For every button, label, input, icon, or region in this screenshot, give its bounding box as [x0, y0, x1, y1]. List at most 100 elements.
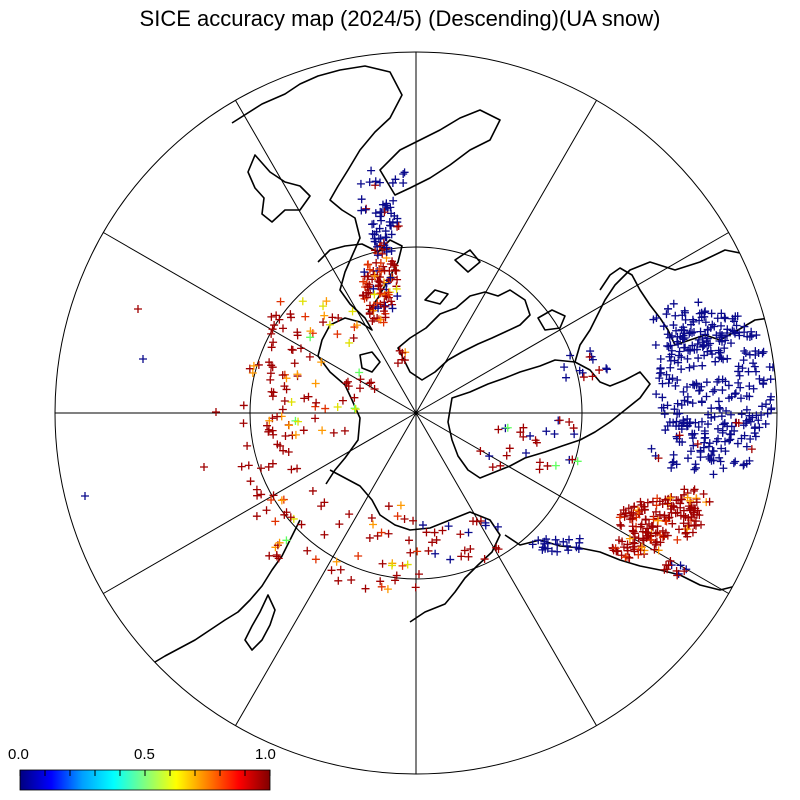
marker: [691, 460, 700, 469]
marker: [665, 333, 674, 342]
marker: [750, 362, 759, 371]
marker: [689, 362, 698, 371]
marker: [697, 382, 706, 391]
marker: [667, 508, 676, 517]
marker: [666, 556, 675, 565]
marker: [767, 404, 776, 413]
marker: [503, 423, 512, 432]
marker: [630, 539, 639, 548]
marker: [351, 405, 360, 414]
marker: [265, 358, 274, 367]
marker: [344, 382, 353, 391]
marker: [354, 552, 363, 561]
marker: [664, 561, 673, 570]
marker: [275, 315, 284, 324]
marker: [675, 409, 684, 418]
marker: [700, 434, 709, 443]
marker: [535, 458, 544, 467]
marker: [472, 517, 481, 526]
marker: [361, 584, 370, 593]
marker: [669, 450, 678, 459]
marker: [565, 417, 574, 426]
marker: [703, 420, 712, 429]
marker: [588, 355, 597, 364]
marker: [317, 358, 326, 367]
marker: [244, 461, 253, 470]
marker: [732, 321, 741, 330]
marker: [406, 548, 415, 557]
marker: [730, 327, 739, 336]
marker: [381, 301, 390, 310]
marker: [695, 309, 704, 318]
marker: [388, 218, 397, 227]
marker: [579, 373, 588, 382]
marker: [721, 437, 730, 446]
marker: [729, 317, 738, 326]
marker: [294, 417, 303, 426]
canadian-archipelago-island: [424, 289, 449, 305]
marker: [333, 403, 342, 411]
marker: [272, 551, 281, 560]
marker: [716, 457, 725, 466]
marker: [651, 341, 660, 350]
marker: [679, 387, 688, 396]
marker: [320, 311, 329, 320]
marker: [673, 375, 682, 384]
marker: [694, 298, 703, 307]
marker: [759, 347, 768, 356]
marker: [293, 464, 302, 473]
marker: [394, 222, 403, 231]
marker: [254, 360, 263, 369]
marker: [355, 368, 364, 377]
marker: [683, 382, 692, 391]
marker: [280, 382, 289, 391]
marker: [328, 313, 337, 322]
marker: [395, 346, 404, 355]
marker: [694, 335, 703, 344]
marker: [637, 500, 646, 509]
marker: [637, 520, 646, 529]
meridian-line: [103, 412, 417, 594]
marker: [555, 416, 564, 425]
kamchatka-coast: [329, 469, 501, 623]
marker: [691, 504, 700, 513]
marker: [752, 367, 761, 376]
marker: [392, 571, 401, 580]
marker: [630, 547, 639, 556]
marker: [382, 243, 391, 252]
marker: [384, 502, 393, 511]
marker: [697, 417, 706, 426]
marker: [717, 331, 726, 340]
marker: [338, 396, 347, 405]
marker: [663, 421, 672, 430]
marker: [647, 444, 656, 453]
marker: [287, 465, 296, 474]
marker: [701, 307, 710, 316]
marker: [629, 527, 638, 536]
marker: [376, 285, 385, 294]
marker: [345, 510, 354, 519]
marker: [737, 410, 746, 419]
canadian-archipelago-island: [397, 289, 531, 381]
marker: [741, 419, 750, 428]
marker: [375, 278, 384, 287]
marker: [400, 514, 409, 523]
marker: [717, 309, 726, 318]
marker: [625, 553, 634, 562]
marker: [237, 462, 246, 471]
marker: [393, 218, 402, 227]
marker: [257, 464, 266, 473]
marker: [363, 260, 372, 269]
marker: [398, 561, 407, 570]
marker: [505, 444, 514, 453]
marker: [729, 459, 738, 468]
marker: [718, 386, 727, 395]
marker: [268, 392, 277, 401]
marker: [290, 359, 299, 368]
marker: [356, 375, 365, 384]
marker: [422, 528, 431, 537]
marker: [697, 397, 706, 406]
marker: [273, 440, 282, 449]
marker: [714, 375, 723, 384]
